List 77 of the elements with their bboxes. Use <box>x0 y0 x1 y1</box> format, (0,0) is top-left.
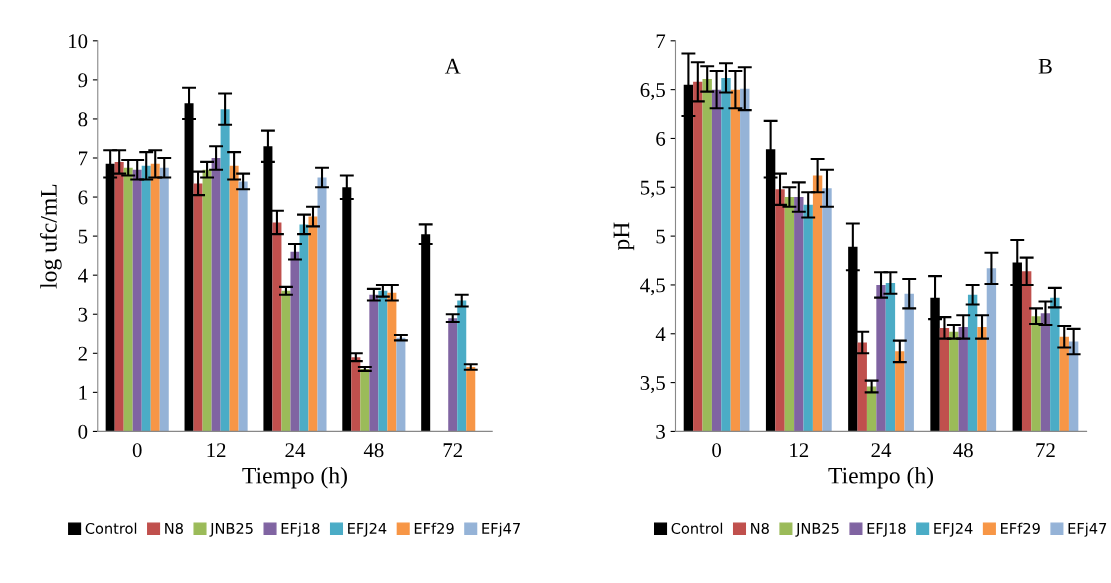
legend-label: EFf29 <box>1001 522 1040 534</box>
y-tick-label: 3 <box>78 307 88 322</box>
bar <box>378 290 388 432</box>
bar <box>396 337 406 432</box>
bar <box>238 181 248 432</box>
y-tick-label: 9 <box>78 73 88 88</box>
y-tick-label: 2 <box>78 346 87 361</box>
bar <box>369 294 379 432</box>
y-tick-label: 6 <box>656 131 666 146</box>
y-tick-label: 3 <box>656 424 665 439</box>
legend-label: JNB25 <box>209 522 253 537</box>
bar <box>290 251 300 432</box>
x-tick-label: 72 <box>1036 443 1055 457</box>
y-axis-title: pH <box>613 222 635 251</box>
y-tick-label: 0 <box>78 424 88 439</box>
y-tick-label: 5,5 <box>640 180 665 198</box>
bar <box>132 169 142 432</box>
y-tick-label: 5 <box>78 229 88 244</box>
bar <box>202 169 212 432</box>
annotation: A <box>444 58 461 74</box>
x-tick-label: 12 <box>790 443 809 457</box>
y-tick-label: 7 <box>656 34 666 49</box>
x-tick-label: 12 <box>207 443 226 457</box>
y-tick-label: 4 <box>655 327 666 341</box>
legend-label: Control <box>85 522 137 534</box>
x-tick-label: 48 <box>953 443 973 458</box>
x-tick-label: 24 <box>285 443 306 457</box>
y-tick-label: 4 <box>78 268 88 283</box>
bar <box>299 224 309 432</box>
x-tick-label: 24 <box>871 443 892 457</box>
bar <box>114 161 124 432</box>
x-axis-title: Tiempo (h) <box>242 466 347 489</box>
bar <box>466 366 476 432</box>
legend-label: Control <box>671 522 723 534</box>
legend-label: N8 <box>751 522 769 534</box>
y-tick-label: 5 <box>656 229 665 244</box>
legend-label: JNB25 <box>795 522 839 537</box>
bar <box>193 183 203 432</box>
bar <box>281 290 291 432</box>
bar <box>317 177 327 432</box>
legend-label: EFj47 <box>1068 522 1107 537</box>
legend-label: EFJ24 <box>348 522 387 537</box>
x-axis-title: Tiempo (h) <box>828 466 934 489</box>
legend-label: EFJ24 <box>934 522 973 537</box>
bar <box>448 318 458 432</box>
bar <box>123 167 133 432</box>
y-tick-label: 7 <box>79 151 88 166</box>
legend-label: EFj18 <box>281 522 320 537</box>
bar <box>211 157 221 432</box>
bar <box>159 167 169 432</box>
bar <box>308 216 318 432</box>
y-tick-label: 8 <box>78 112 88 127</box>
legend-label: N8 <box>165 522 183 534</box>
bar <box>141 165 151 432</box>
bar <box>150 163 160 432</box>
y-tick-label: 1 <box>79 385 87 400</box>
bar <box>220 109 230 432</box>
y-axis-title: log ufc/mL <box>39 184 62 289</box>
x-tick-label: 72 <box>443 443 462 457</box>
x-tick-label: 0 <box>132 443 142 458</box>
annotation: B <box>1038 58 1052 74</box>
y-tick-label: 6 <box>78 190 88 205</box>
x-tick-label: 48 <box>363 443 384 458</box>
bar <box>360 368 370 432</box>
y-tick-label: 6,5 <box>640 83 665 101</box>
y-tick-label: 3,5 <box>640 376 665 394</box>
bar <box>229 165 239 432</box>
bar <box>272 222 282 432</box>
y-tick-label: 4,5 <box>640 278 665 296</box>
bar <box>387 292 397 432</box>
legend-label: EFf29 <box>414 522 454 534</box>
legend-label: EFj47 <box>482 522 520 537</box>
bar <box>457 300 467 432</box>
x-tick-label: 0 <box>712 443 722 458</box>
legend-label: EFJ18 <box>867 522 906 537</box>
bar <box>351 357 361 432</box>
y-tick-label: 10 <box>69 34 88 49</box>
